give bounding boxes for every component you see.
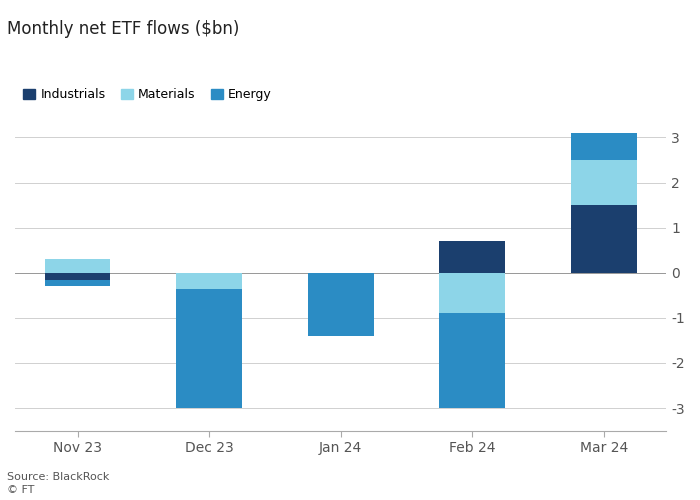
- Bar: [176, 273, 242, 288]
- Bar: [571, 205, 637, 273]
- Bar: [45, 280, 111, 286]
- Bar: [176, 288, 242, 408]
- Text: Monthly net ETF flows ($bn): Monthly net ETF flows ($bn): [7, 20, 239, 38]
- Bar: [308, 273, 374, 336]
- Bar: [571, 160, 637, 205]
- Bar: [440, 314, 505, 408]
- Bar: [45, 273, 111, 280]
- Text: Source: BlackRock: Source: BlackRock: [7, 472, 109, 482]
- Legend: Industrials, Materials, Energy: Industrials, Materials, Energy: [18, 84, 277, 106]
- Bar: [45, 259, 111, 273]
- Bar: [440, 273, 505, 314]
- Bar: [440, 241, 505, 273]
- Text: © FT: © FT: [7, 485, 34, 495]
- Bar: [571, 133, 637, 160]
